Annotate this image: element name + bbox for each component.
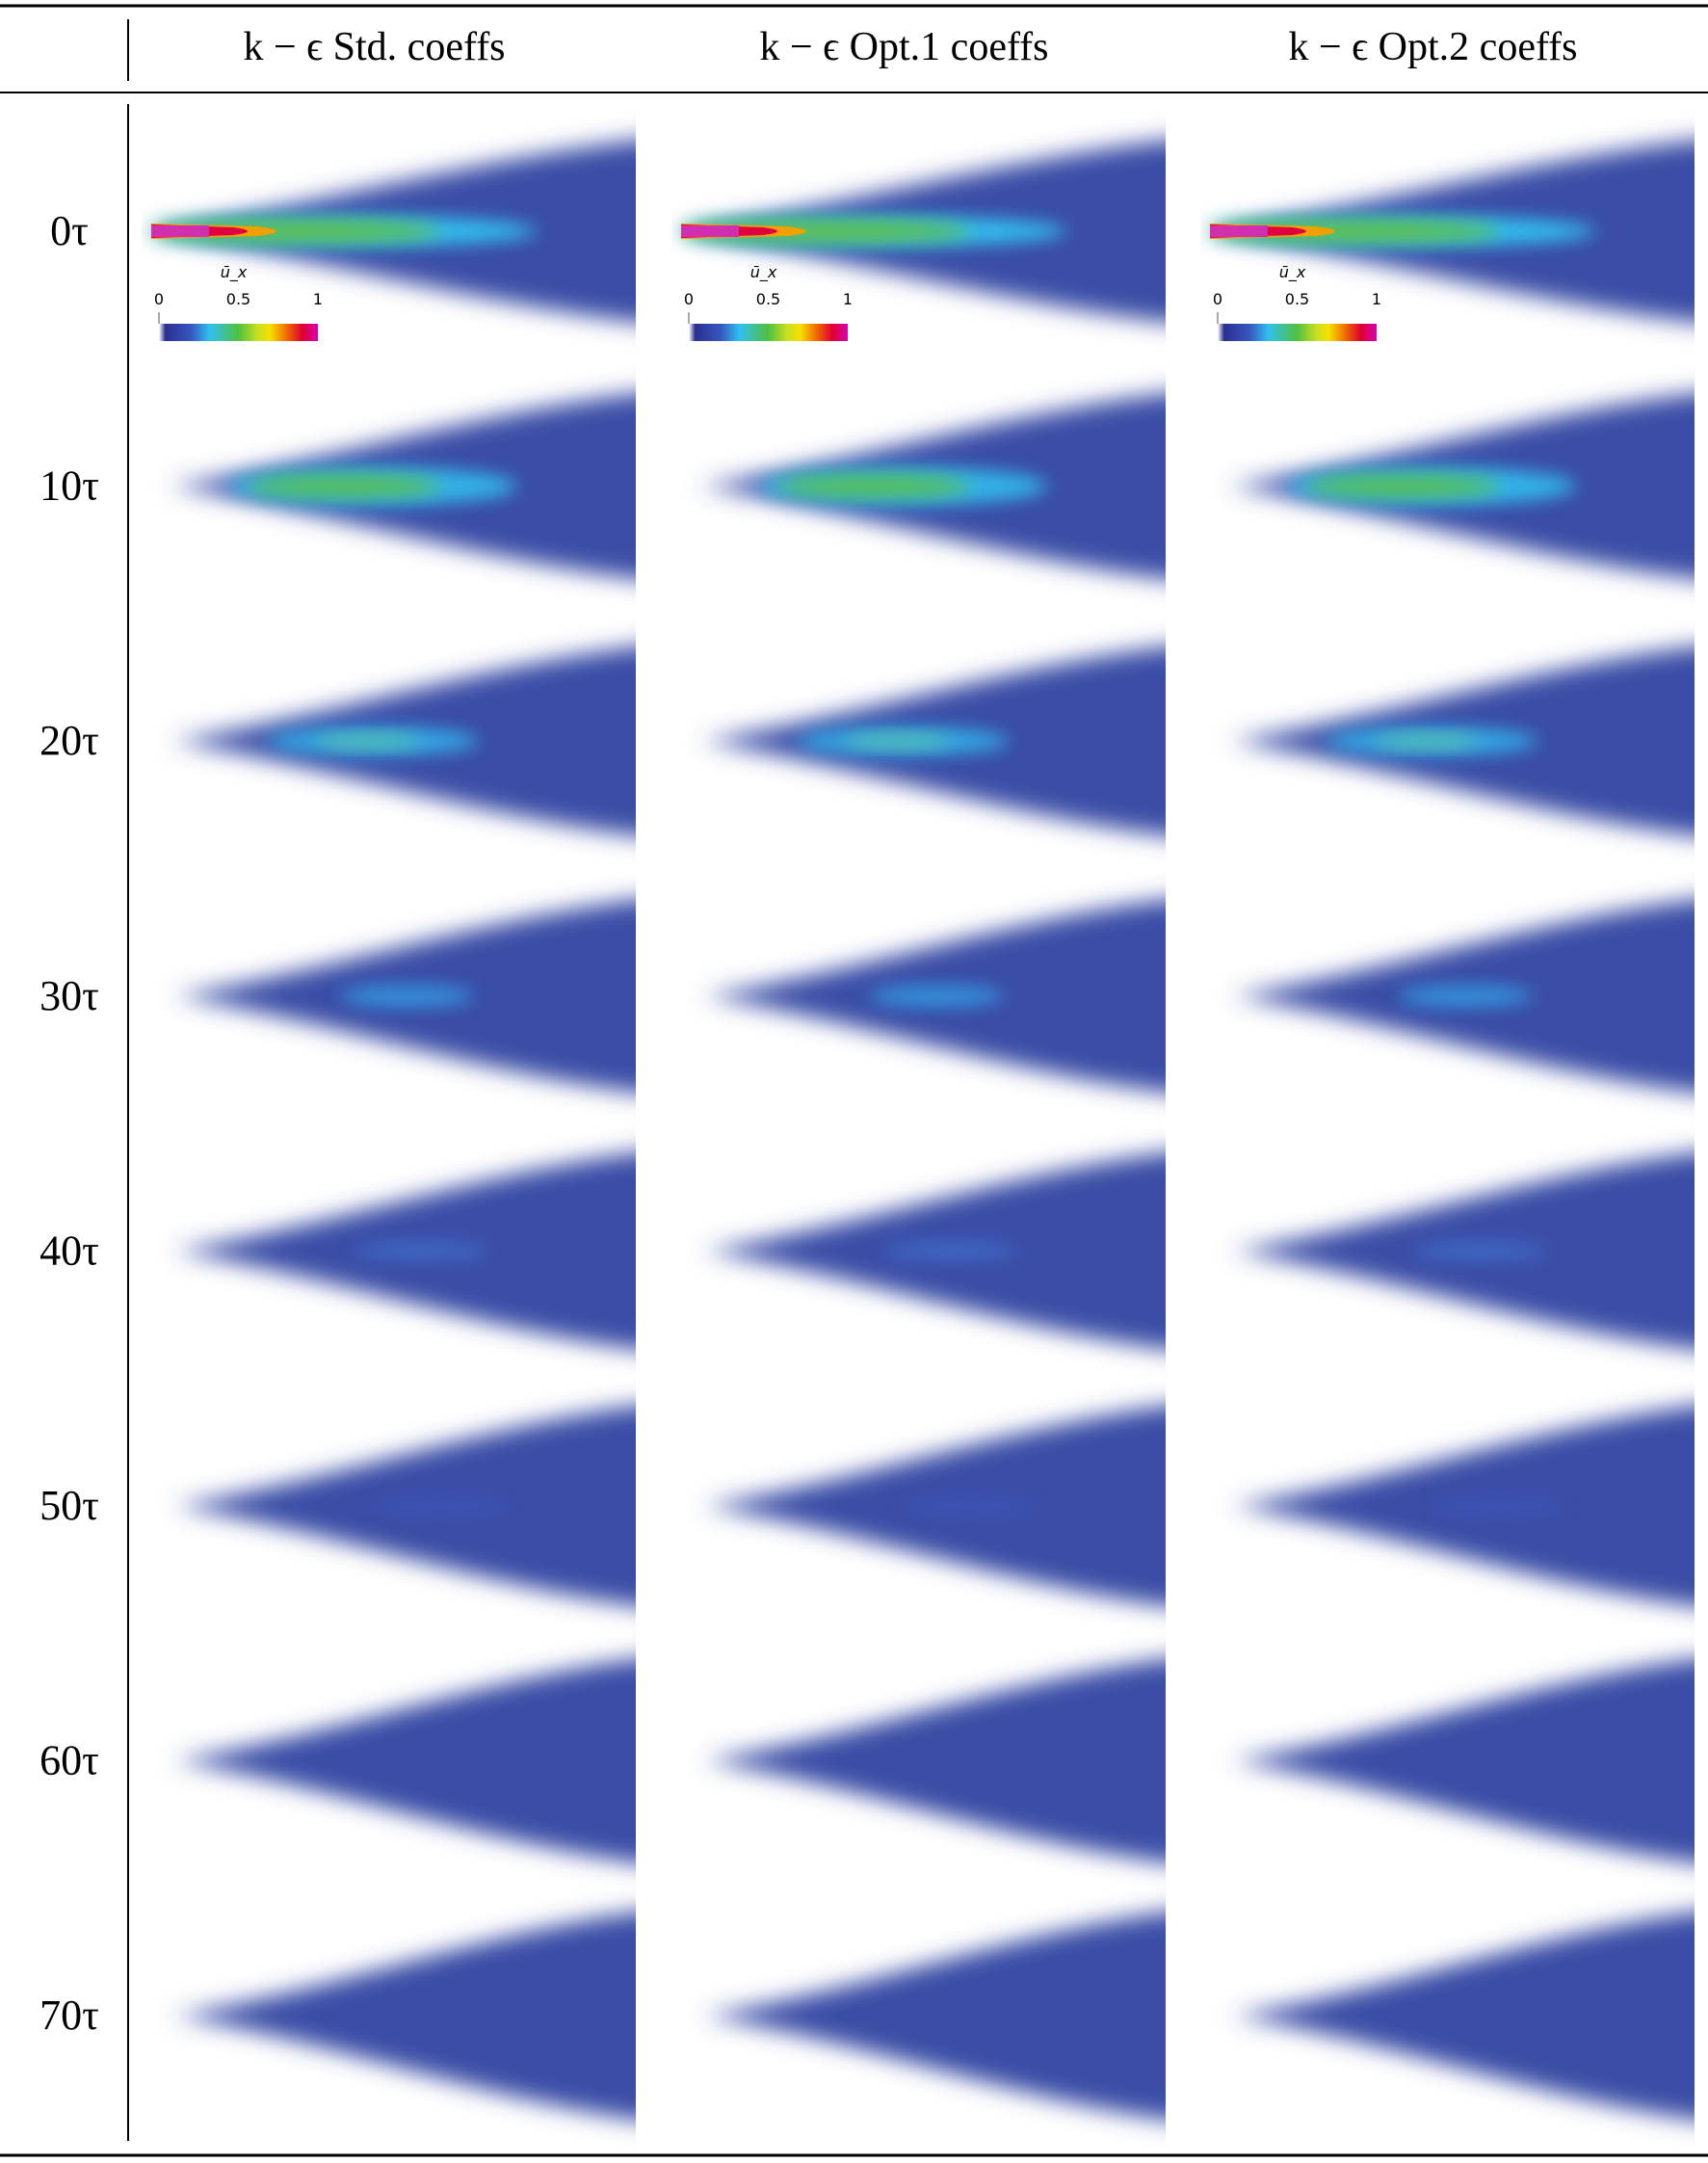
plume-image <box>171 393 636 579</box>
colorbar <box>1218 324 1377 341</box>
colorbar-tick-label: 0.5 <box>756 290 780 308</box>
colorbar-tick-label: 0 <box>154 290 164 308</box>
plume-image <box>174 1405 636 1607</box>
row-label: 20τ <box>39 717 99 764</box>
column-header: k − ϵ Std. coeffs <box>243 25 505 69</box>
plume-image <box>702 646 1166 836</box>
plume-image <box>174 1912 636 2121</box>
column-header: k − ϵ Opt.1 coeffs <box>759 25 1048 69</box>
plume-image <box>1233 1912 1695 2121</box>
colorbar-title: ū_x <box>1279 263 1306 282</box>
plume-image <box>1233 899 1695 1094</box>
jet-core <box>1412 1241 1547 1261</box>
plume-image <box>704 1405 1166 1607</box>
jet-core <box>845 734 951 749</box>
row-label: 40τ <box>39 1227 99 1274</box>
row-label: 60τ <box>39 1737 99 1784</box>
plume-image <box>704 1658 1166 1863</box>
plume-image <box>174 1658 636 1863</box>
jet-core <box>1210 225 1268 237</box>
jet-core <box>777 475 970 497</box>
jet-core <box>339 985 474 1007</box>
plume-image <box>704 1152 1166 1350</box>
jet-plume <box>1233 1658 1695 1863</box>
jet-core <box>315 734 421 749</box>
plume-image <box>174 899 636 1094</box>
jet-core <box>1432 1497 1566 1515</box>
colorbar-title: ū_x <box>221 263 248 282</box>
plume-image <box>700 393 1166 579</box>
colorbar-tick-label: 0 <box>684 290 694 308</box>
colorbar-title: ū_x <box>750 263 777 282</box>
column-header: k − ϵ Opt.2 coeffs <box>1288 25 1577 69</box>
jet-plume <box>704 1912 1166 2121</box>
row-label: 70τ <box>39 1992 99 2039</box>
row-label: 50τ <box>39 1482 99 1529</box>
plume-image <box>1233 1405 1695 1607</box>
jet-core <box>354 1241 488 1261</box>
jet-core <box>1374 734 1480 749</box>
row-label: 30τ <box>39 972 99 1019</box>
jet-core <box>883 1241 1018 1261</box>
colorbar-tick-label: 1 <box>313 290 323 308</box>
colorbar <box>159 324 318 341</box>
colorbar-tick-label: 0.5 <box>226 290 250 308</box>
jet-core <box>903 1497 1038 1515</box>
jet-core <box>681 225 739 237</box>
plume-image <box>1233 1152 1695 1350</box>
colorbar-tick-label: 0 <box>1213 290 1222 308</box>
jet-plume <box>174 1912 636 2121</box>
colorbar-tick-label: 1 <box>1372 290 1381 308</box>
jet-core <box>1306 475 1499 497</box>
plume-image <box>681 140 1166 323</box>
plume-image <box>1233 1658 1695 1863</box>
jet-core <box>869 985 1004 1007</box>
jet-core <box>1398 985 1533 1007</box>
jet-plume <box>704 1658 1166 1863</box>
colorbar <box>689 324 848 341</box>
jet-core <box>373 1497 508 1515</box>
jet-plume <box>174 1658 636 1863</box>
row-label: 0τ <box>50 207 89 254</box>
plume-image <box>1231 646 1695 836</box>
jet-core <box>248 475 440 497</box>
plume-image <box>1229 393 1695 579</box>
jet-plume <box>1233 1912 1695 2121</box>
colorbar-tick-label: 0.5 <box>1285 290 1309 308</box>
plume-image <box>704 1912 1166 2121</box>
plume-image <box>151 140 636 323</box>
row-label: 10τ <box>39 462 99 510</box>
colorbar-tick-label: 1 <box>843 290 853 308</box>
plume-image <box>174 1152 636 1350</box>
jet-core <box>151 225 209 237</box>
plume-image <box>1210 140 1695 323</box>
plume-image <box>704 899 1166 1094</box>
plume-image <box>172 646 636 836</box>
